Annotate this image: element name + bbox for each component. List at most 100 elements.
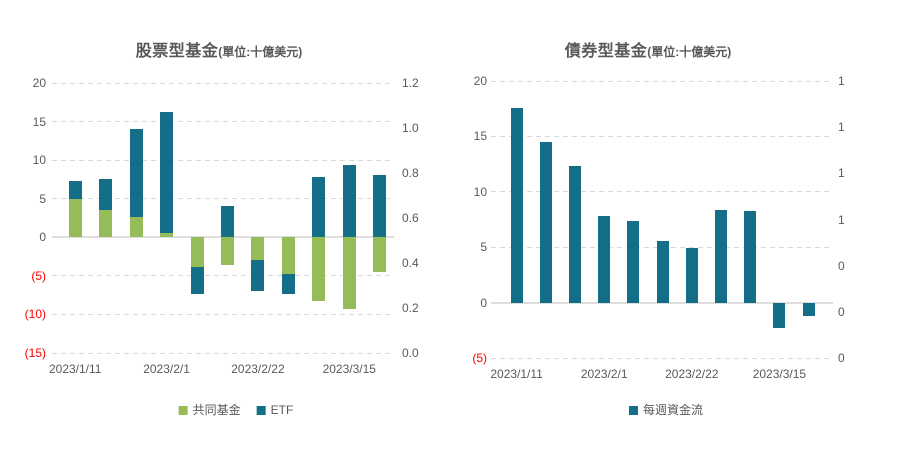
x-axis-tick-label: 2023/2/22 [231, 362, 285, 376]
bar-segment [569, 166, 581, 303]
gridline [52, 275, 394, 277]
bar-segment [160, 233, 174, 238]
y-axis-left-tick-label: 20 [473, 74, 487, 88]
bar-segment [281, 273, 295, 294]
legend: 每週資金流 [628, 403, 704, 417]
equity-chart-title-text: 股票型基金 [135, 42, 219, 60]
zero-line [491, 301, 833, 304]
bar-segment [190, 266, 204, 294]
y-axis-left-tick-label: 10 [32, 153, 46, 168]
bar-segment [539, 141, 552, 303]
bond-chart-title-text: 債券型基金 [564, 42, 648, 60]
bar-segment [281, 237, 295, 274]
y-axis-left-tick-label: (5) [472, 351, 487, 365]
y-axis-right-tick-label: 0.0 [402, 346, 419, 360]
y-axis-left-tick-label: 5 [480, 240, 487, 255]
y-axis-right-tick-label: 0 [838, 258, 845, 273]
y-axis-right-tick-label: 0.4 [402, 256, 419, 270]
y-axis-right-tick-label: 0 [838, 351, 845, 365]
bar-segment [160, 112, 174, 234]
bar-segment [129, 129, 143, 218]
gridline [52, 121, 394, 123]
x-axis-tick-label: 2023/2/1 [580, 367, 628, 381]
bar-segment [68, 180, 82, 199]
legend-label: ETF [270, 403, 294, 417]
bar-segment [773, 302, 786, 329]
y-axis-right-tick-label: 1 [838, 74, 845, 88]
equity-chart-title-unit: (單位:十億美元) [218, 44, 303, 59]
x-axis-tick-label: 2023/2/1 [143, 362, 190, 376]
y-axis-right-tick-label: 1 [838, 212, 845, 227]
gridline [491, 357, 833, 359]
y-axis-left-tick-label: 15 [473, 129, 487, 144]
x-axis-tick-label: 2023/1/11 [48, 362, 102, 376]
bar-segment [685, 248, 698, 303]
bar-segment [129, 217, 143, 238]
gridline [52, 82, 394, 84]
legend: 共同基金 ETF [178, 403, 294, 417]
bar-segment [99, 209, 113, 238]
bar-segment [251, 237, 265, 260]
legend-item: 每週資金流 [628, 403, 704, 417]
y-axis-right-tick-label: 0.6 [402, 211, 419, 225]
y-axis-left-tick-label: (10) [24, 307, 46, 322]
bar-segment [312, 177, 326, 238]
gridline [52, 159, 394, 161]
bar-segment [342, 164, 356, 238]
legend-swatch [628, 405, 638, 415]
bond-chart-title-unit: (單位:十億美元) [647, 44, 732, 59]
legend-swatch [256, 405, 266, 415]
legend-item: 共同基金 [178, 403, 241, 417]
y-axis-right-tick-label: 1.2 [402, 76, 419, 90]
y-axis-left-tick-label: 0 [480, 295, 487, 310]
bar-segment [220, 206, 234, 238]
y-axis-left-tick-label: 20 [32, 76, 46, 90]
y-axis-left-tick-label: 5 [39, 191, 46, 206]
y-axis-left-tick-label: (5) [31, 268, 46, 283]
bar-segment [373, 237, 387, 272]
y-axis-right-tick-label: 1 [838, 166, 845, 181]
bar-segment [510, 107, 523, 303]
y-axis-right-tick-label: 1 [838, 120, 845, 135]
legend-label: 共同基金 [192, 403, 241, 417]
y-axis-left-tick-label: 15 [32, 114, 46, 129]
y-axis-right-tick-label: 0.8 [402, 166, 419, 180]
x-axis-tick-label: 2023/3/15 [322, 362, 376, 376]
gridline [491, 135, 833, 137]
gridline [52, 352, 394, 354]
bar-segment [656, 240, 669, 303]
y-axis-right-tick-label: 0 [838, 304, 845, 319]
bar-segment [99, 178, 113, 210]
bar-segment [68, 198, 82, 238]
y-axis-left-tick-label: 10 [473, 184, 487, 199]
bar-segment [251, 259, 265, 292]
x-axis-tick-label: 2023/2/22 [665, 367, 719, 381]
equity-chart-title: 股票型基金(單位:十億美元) [136, 38, 303, 63]
gridline [491, 191, 833, 193]
legend-label: 每週資金流 [642, 403, 704, 417]
bar-segment [342, 237, 356, 310]
x-axis-tick-label: 2023/3/15 [752, 367, 807, 381]
bar-segment [744, 210, 757, 303]
gridline [491, 80, 833, 82]
gridline [52, 198, 394, 200]
bar-segment [715, 209, 727, 303]
y-axis-right-tick-label: 1.0 [402, 121, 419, 135]
y-axis-left-tick-label: (15) [24, 346, 46, 360]
bar-segment [312, 237, 326, 302]
bar-segment [220, 237, 234, 266]
y-axis-right-tick-label: 0.2 [402, 301, 419, 315]
bar-segment [190, 237, 204, 267]
bar-segment [802, 302, 815, 316]
legend-item: ETF [256, 403, 294, 417]
bond-chart-title: 債券型基金(單位:十億美元) [565, 38, 732, 63]
x-axis-tick-label: 2023/1/11 [490, 367, 543, 381]
y-axis-left-tick-label: 0 [39, 230, 46, 245]
gridline [52, 313, 394, 315]
bar-segment [373, 174, 387, 238]
legend-swatch [178, 405, 188, 415]
bar-segment [627, 220, 640, 303]
